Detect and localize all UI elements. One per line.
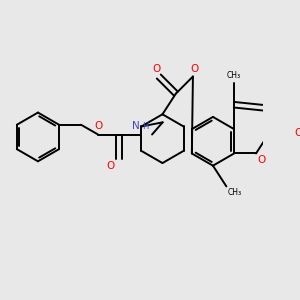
Text: O: O (106, 161, 114, 172)
Text: O: O (94, 121, 102, 131)
Text: CH₃: CH₃ (228, 188, 242, 197)
Text: O: O (258, 155, 266, 165)
Text: O: O (152, 64, 160, 74)
Text: N: N (132, 121, 140, 131)
Text: CH₃: CH₃ (227, 71, 241, 80)
Text: H: H (142, 122, 149, 131)
Text: O: O (190, 64, 199, 74)
Text: O: O (295, 128, 300, 138)
